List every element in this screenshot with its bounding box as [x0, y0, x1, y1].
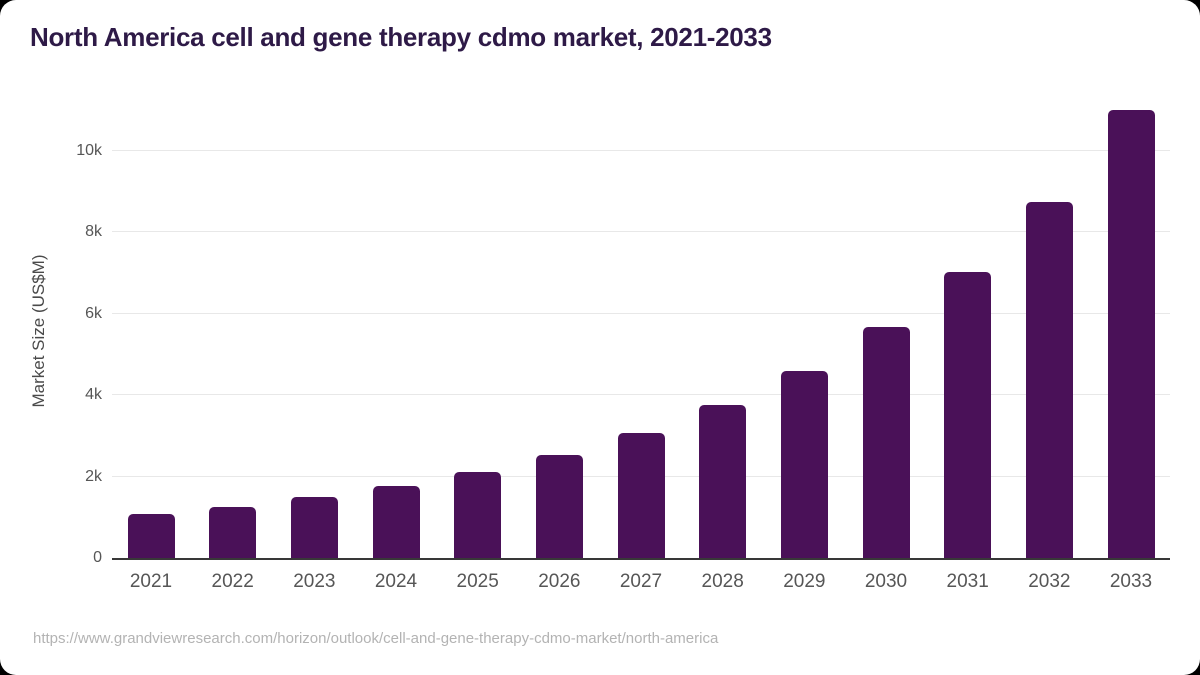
bar-2021[interactable] — [127, 514, 175, 558]
y-tick-label-4k: 4k — [85, 386, 102, 404]
x-tick-label-2029: 2029 — [783, 571, 826, 592]
x-tick-label-2023: 2023 — [293, 571, 336, 592]
x-tick-label-2027: 2027 — [619, 571, 663, 592]
plot-area: 0 2k 4k 6k 8k 10k 2021 2022 2023 2024 2025 2026 2027… — [76, 105, 1170, 591]
x-tick-label-2025: 2025 — [456, 571, 499, 592]
x-tick-label-2031: 2031 — [946, 571, 989, 592]
bar-2028[interactable] — [699, 405, 747, 558]
chart-title: North America cell and gene therapy cdmo… — [30, 22, 772, 52]
y-axis-title: Market Size (US$M) — [29, 254, 48, 408]
source-url: https://www.grandviewresearch.com/horizo… — [33, 630, 719, 647]
y-tick-label-0: 0 — [93, 549, 102, 566]
bar-2024[interactable] — [372, 486, 420, 558]
gridline-10k — [112, 149, 1170, 151]
y-tick-label-6k: 6k — [85, 304, 102, 322]
y-tick-label-8k: 8k — [85, 223, 102, 241]
bar-2025[interactable] — [454, 472, 502, 558]
gridline-6k — [112, 312, 1170, 314]
x-tick-label-2033: 2033 — [1109, 571, 1153, 592]
y-tick-label-10k: 10k — [76, 141, 102, 159]
bar-2032[interactable] — [1025, 202, 1073, 558]
bar-2033[interactable] — [1107, 110, 1155, 558]
x-tick-label-2028: 2028 — [701, 571, 744, 592]
x-tick-label-2030: 2030 — [864, 571, 908, 592]
x-tick-label-2024: 2024 — [374, 571, 418, 592]
bar-2023[interactable] — [290, 497, 338, 558]
bar-2030[interactable] — [862, 327, 910, 558]
y-tick-label-2k: 2k — [85, 467, 102, 485]
bar-2031[interactable] — [944, 272, 992, 558]
bar-2029[interactable] — [780, 371, 828, 558]
gridline-8k — [112, 231, 1170, 233]
x-tick-label-2026: 2026 — [538, 571, 581, 592]
x-tick-label-2021: 2021 — [129, 571, 173, 592]
bar-2022[interactable] — [209, 507, 257, 558]
x-tick-label-2022: 2022 — [211, 571, 254, 592]
bar-2027[interactable] — [617, 433, 665, 558]
bar-2026[interactable] — [535, 455, 583, 558]
x-tick-label-2032: 2032 — [1028, 571, 1071, 592]
gridline-4k — [112, 394, 1170, 396]
